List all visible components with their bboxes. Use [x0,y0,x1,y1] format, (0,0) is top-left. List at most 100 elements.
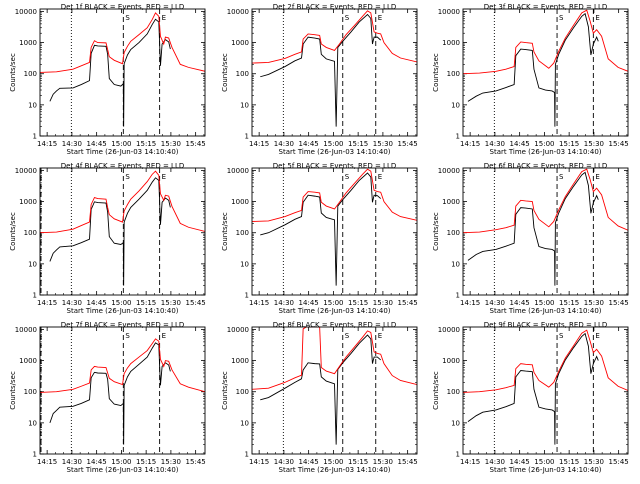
events-series-line [260,172,381,286]
panel-1: Det 1f BLACK = Events, RED = LLD 1 10 100 10… [9,3,206,156]
lld-series-line [252,168,417,222]
interval-end-marker: E [162,14,166,22]
x-tick-label: 15:00 [323,140,343,148]
plot-frame [462,8,629,137]
lld-series-line [252,10,417,64]
x-tick-label: 15:00 [111,299,131,307]
x-tick-label: 14:30 [485,299,505,307]
x-tick-label: 14:30 [62,458,82,466]
x-tick-label: 15:45 [186,140,206,148]
x-tick-label: 14:45 [510,458,530,466]
interval-start-marker: S [559,173,564,181]
x-tick-label: 15:45 [186,458,206,466]
y-tick-label: 1000 [442,357,460,365]
x-tick-label: 15:00 [323,299,343,307]
panel-7: Det 7f BLACK = Events, RED = LLD 1 10 100 10… [9,321,206,474]
events-series-line [49,177,171,286]
x-tick-label: 14:30 [274,458,294,466]
x-tick-label: 14:15 [460,299,480,307]
x-tick-label: 15:45 [398,299,418,307]
x-tick-label: 15:30 [373,299,393,307]
x-tick-label: 15:15 [136,140,156,148]
lld-series-line [40,338,205,393]
y-tick-label: 10000 [438,8,460,16]
events-series-line [49,342,171,445]
x-tick-label: 15:45 [609,458,629,466]
x-tick-label: 15:00 [111,458,131,466]
y-tick-label: 10 [451,101,460,109]
x-tick-label: 14:30 [62,299,82,307]
x-axis-label: Start Time (26-Jun-03 14:10:40) [279,307,391,315]
panel-3: Det 3f BLACK = Events, RED = LLD 1 10 100 10… [432,3,629,156]
x-tick-label: 15:30 [373,140,393,148]
panel-title: Det 3f BLACK = Events, RED = LLD [484,3,607,11]
x-tick-label: 15:45 [398,458,418,466]
interval-end-marker: E [162,332,166,340]
y-tick-label: 100 [24,70,37,78]
events-series-line [467,12,599,127]
x-tick-label: 14:45 [510,299,530,307]
y-tick-label: 1 [245,133,249,141]
y-tick-label: 1000 [442,39,460,47]
x-tick-label: 14:45 [510,140,530,148]
interval-start-marker: S [345,173,350,181]
panel-title: Det 5f BLACK = Events, RED = LLD [273,162,396,170]
lld-series-line [40,170,205,234]
x-axis-label: Start Time (26-Jun-03 14:10:40) [490,307,602,315]
x-tick-label: 15:00 [111,140,131,148]
y-tick-label: 10000 [15,167,37,175]
events-series-line [49,18,171,127]
x-tick-label: 14:45 [299,458,319,466]
x-tick-label: 14:15 [460,140,480,148]
x-tick-label: 15:30 [161,299,181,307]
y-tick-label: 1 [33,133,37,141]
x-tick-label: 15:30 [161,458,181,466]
x-tick-label: 15:30 [584,458,604,466]
events-series-line [467,332,599,445]
x-tick-label: 14:15 [460,458,480,466]
lld-series-line [463,168,628,234]
y-tick-label: 10 [451,419,460,427]
x-tick-label: 15:00 [534,140,554,148]
x-tick-label: 14:30 [62,140,82,148]
x-tick-label: 14:30 [485,140,505,148]
interval-start-marker: S [125,332,130,340]
y-tick-label: 1 [456,451,460,459]
events-series-line [260,334,381,445]
x-tick-label: 15:00 [534,299,554,307]
x-tick-label: 14:15 [37,140,57,148]
x-tick-label: 15:15 [348,140,368,148]
panel-title: Det 7f BLACK = Events, RED = LLD [61,321,184,329]
panel-title: Det 6f BLACK = Events, RED = LLD [484,162,607,170]
y-tick-label: 100 [447,229,460,237]
plot-frame [251,167,418,296]
y-tick-label: 10000 [227,8,249,16]
interval-start-marker: S [345,332,350,340]
interval-start-marker: S [125,14,130,22]
plot-frame [39,167,206,296]
y-tick-label: 1000 [19,357,37,365]
x-tick-label: 15:15 [559,458,579,466]
x-tick-label: 15:15 [136,299,156,307]
panel-2: Det 2f BLACK = Events, RED = LLD 1 10 100 10… [221,3,418,156]
x-tick-label: 14:15 [37,458,57,466]
y-axis-label: Counts/sec [221,371,229,410]
y-tick-label: 1000 [231,357,249,365]
x-tick-label: 15:15 [559,140,579,148]
y-tick-label: 10 [240,419,249,427]
interval-end-marker: E [378,14,382,22]
y-tick-label: 1000 [19,39,37,47]
y-axis-label: Counts/sec [9,371,17,410]
interval-end-marker: E [595,173,599,181]
y-tick-label: 1000 [442,198,460,206]
x-tick-label: 15:00 [323,458,343,466]
lld-series-line [463,329,628,393]
y-tick-label: 100 [236,388,249,396]
x-tick-label: 14:15 [249,458,269,466]
panel-5: Det 5f BLACK = Events, RED = LLD 1 10 100 10… [221,162,418,315]
x-tick-label: 14:15 [249,140,269,148]
x-axis-label: Start Time (26-Jun-03 14:10:40) [279,466,391,474]
x-tick-label: 14:45 [87,299,107,307]
lld-series-line [463,9,628,75]
y-tick-label: 1000 [231,39,249,47]
